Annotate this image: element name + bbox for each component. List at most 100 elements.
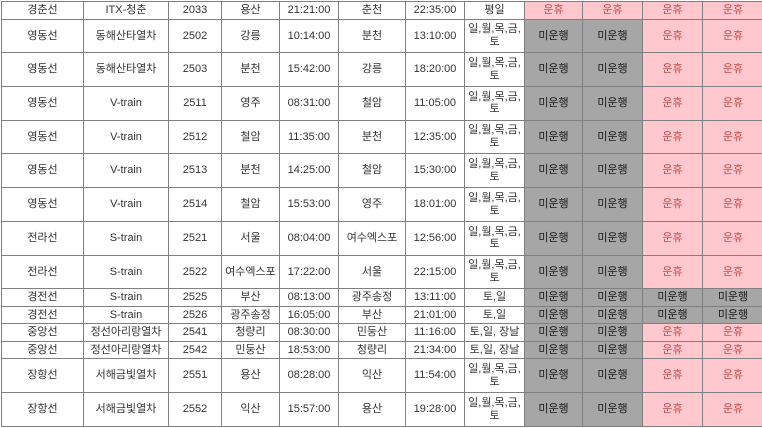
cell-status: 미운행	[524, 340, 583, 360]
cell-train-number: 2552	[168, 392, 222, 427]
cell-arrival-station: 민둥산	[338, 323, 406, 342]
cell-train-number: 2522	[168, 254, 222, 290]
cell-departure-station: 익산	[221, 392, 280, 427]
cell-arrival-time: 11:54:00	[405, 358, 465, 394]
cell-line-name: 경춘선	[1, 1, 84, 20]
cell-departure-station: 분천	[221, 153, 280, 189]
cell-status: 미운행	[702, 305, 762, 325]
cell-status: 운휴	[642, 119, 703, 155]
cell-departure-station: 분천	[221, 52, 280, 87]
cell-operating-days: 평일	[464, 1, 525, 20]
cell-operating-days: 토,일	[464, 305, 525, 325]
cell-arrival-time: 13:11:00	[405, 288, 465, 307]
cell-status: 미운행	[582, 340, 643, 360]
cell-status: 운휴	[702, 1, 762, 20]
cell-status: 미운행	[642, 288, 703, 307]
table-row: 중앙선 정선아리랑열차 2542 민둥산 18:53:00 청량리 21:34:…	[1, 340, 762, 360]
cell-status: 미운행	[524, 288, 583, 307]
cell-operating-days: 일,월,목,금, 토	[464, 85, 525, 121]
cell-departure-station: 철암	[221, 187, 280, 222]
cell-train-type: 서해금빛열차	[83, 392, 169, 427]
table-row: 영동선 동해산타열차 2503 분천 15:42:00 강릉 18:20:00 …	[1, 52, 762, 87]
cell-status: 미운행	[582, 305, 643, 325]
cell-train-number: 2514	[168, 187, 222, 222]
cell-train-number: 2526	[168, 305, 222, 325]
cell-arrival-time: 21:34:00	[405, 340, 465, 360]
cell-departure-time: 08:30:00	[279, 323, 339, 342]
table-row: 전라선 S-train 2521 서울 08:04:00 여수엑스포 12:56…	[1, 220, 762, 256]
cell-departure-time: 17:22:00	[279, 254, 339, 290]
cell-departure-station: 광주송정	[221, 305, 280, 325]
cell-arrival-station: 서울	[338, 254, 406, 290]
table-row: 영동선 V-train 2511 영주 08:31:00 철암 11:05:00…	[1, 85, 762, 121]
cell-arrival-time: 12:35:00	[405, 119, 465, 155]
cell-arrival-station: 익산	[338, 358, 406, 394]
cell-arrival-time: 18:01:00	[405, 187, 465, 222]
cell-status: 미운행	[524, 220, 583, 256]
cell-departure-time: 21:21:00	[279, 1, 339, 20]
cell-train-type: S-train	[83, 254, 169, 290]
cell-operating-days: 일,월,목,금, 토	[464, 119, 525, 155]
cell-arrival-station: 여수엑스포	[338, 220, 406, 256]
cell-status: 운휴	[642, 392, 703, 427]
cell-arrival-time: 18:20:00	[405, 52, 465, 87]
cell-status: 미운행	[524, 18, 583, 54]
cell-operating-days: 일,월,목,금, 토	[464, 153, 525, 189]
cell-train-number: 2542	[168, 340, 222, 360]
cell-departure-station: 강릉	[221, 18, 280, 54]
cell-departure-time: 15:42:00	[279, 52, 339, 87]
cell-arrival-time: 22:15:00	[405, 254, 465, 290]
cell-operating-days: 일,월,목,금, 토	[464, 392, 525, 427]
cell-operating-days: 일,월,목,금, 토	[464, 52, 525, 87]
cell-arrival-station: 분천	[338, 119, 406, 155]
cell-departure-time: 08:04:00	[279, 220, 339, 256]
cell-arrival-station: 철암	[338, 85, 406, 121]
cell-train-type: ITX-청춘	[83, 1, 169, 20]
cell-line-name: 중앙선	[1, 340, 84, 360]
cell-status: 미운행	[642, 305, 703, 325]
cell-arrival-time: 13:10:00	[405, 18, 465, 54]
cell-status: 미운행	[524, 153, 583, 189]
cell-operating-days: 일,월,목,금, 토	[464, 187, 525, 222]
table-row: 경춘선 ITX-청춘 2033 용산 21:21:00 춘천 22:35:00 …	[1, 1, 762, 20]
cell-departure-station: 용산	[221, 1, 280, 20]
cell-status: 운휴	[702, 52, 762, 87]
cell-status: 미운행	[582, 254, 643, 290]
cell-train-type: S-train	[83, 305, 169, 325]
cell-departure-station: 철암	[221, 119, 280, 155]
cell-departure-time: 15:57:00	[279, 392, 339, 427]
cell-arrival-time: 11:16:00	[405, 323, 465, 342]
cell-arrival-station: 철암	[338, 153, 406, 189]
cell-status: 미운행	[524, 85, 583, 121]
cell-train-type: V-train	[83, 85, 169, 121]
cell-operating-days: 일,월,목,금, 토	[464, 220, 525, 256]
cell-arrival-time: 12:56:00	[405, 220, 465, 256]
table-row: 전라선 S-train 2522 여수엑스포 17:22:00 서울 22:15…	[1, 254, 762, 290]
cell-arrival-station: 청량리	[338, 340, 406, 360]
cell-status: 운휴	[642, 85, 703, 121]
cell-train-type: 동해산타열차	[83, 52, 169, 87]
cell-train-number: 2033	[168, 1, 222, 20]
cell-status: 미운행	[582, 85, 643, 121]
cell-departure-time: 11:35:00	[279, 119, 339, 155]
cell-status: 미운행	[582, 119, 643, 155]
cell-operating-days: 토,일	[464, 288, 525, 307]
cell-departure-station: 서울	[221, 220, 280, 256]
table-row: 경전선 S-train 2526 광주송정 16:05:00 부산 21:01:…	[1, 305, 762, 325]
cell-train-number: 2525	[168, 288, 222, 307]
cell-departure-station: 청량리	[221, 323, 280, 342]
cell-train-type: S-train	[83, 288, 169, 307]
cell-arrival-station: 용산	[338, 392, 406, 427]
cell-status: 미운행	[524, 119, 583, 155]
cell-status: 미운행	[582, 220, 643, 256]
table-row: 영동선 V-train 2514 철암 15:53:00 영주 18:01:00…	[1, 187, 762, 222]
table-row: 장항선 서해금빛열차 2552 익산 15:57:00 용산 19:28:00 …	[1, 392, 762, 427]
cell-operating-days: 일,월,목,금, 토	[464, 254, 525, 290]
table-row: 중앙선 정선아리랑열차 2541 청량리 08:30:00 민둥산 11:16:…	[1, 323, 762, 342]
cell-departure-time: 08:13:00	[279, 288, 339, 307]
cell-status: 운휴	[642, 254, 703, 290]
cell-departure-station: 영주	[221, 85, 280, 121]
cell-status: 미운행	[582, 358, 643, 394]
cell-status: 운휴	[642, 187, 703, 222]
cell-status: 미운행	[524, 52, 583, 87]
